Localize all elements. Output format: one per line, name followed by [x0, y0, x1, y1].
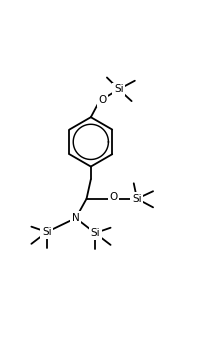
Text: O: O: [98, 95, 107, 105]
Text: O: O: [109, 192, 118, 202]
Text: Si: Si: [42, 227, 52, 237]
Text: Si: Si: [132, 194, 142, 204]
Text: Si: Si: [114, 84, 124, 94]
Text: Si: Si: [90, 228, 100, 238]
Text: N: N: [72, 213, 80, 223]
